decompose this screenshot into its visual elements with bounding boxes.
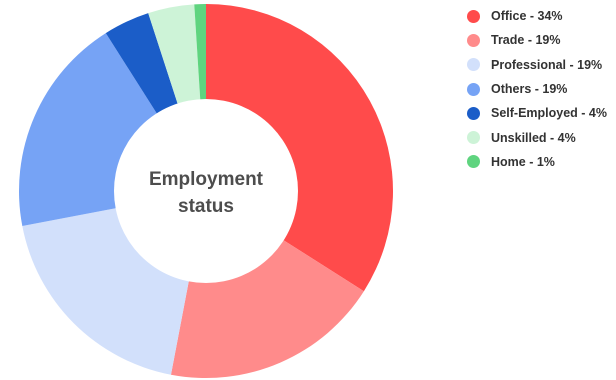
legend-item-0: Office - 34% (467, 4, 607, 28)
legend-swatch (467, 9, 480, 23)
center-label-line-1: Employment (149, 169, 264, 190)
legend-item-6: Home - 1% (467, 150, 607, 174)
legend-label: Others - 19% (491, 82, 568, 97)
legend-item-2: Professional - 19% (467, 53, 607, 77)
legend-label: Self-Employed - 4% (491, 106, 607, 121)
legend-swatch (467, 155, 480, 169)
legend-swatch (467, 106, 480, 120)
legend-label: Professional - 19% (491, 57, 603, 72)
legend-label: Office - 34% (491, 9, 563, 24)
legend-swatch (467, 82, 480, 96)
legend-item-3: Others - 19% (467, 77, 607, 101)
legend-label: Trade - 19% (491, 33, 561, 48)
legend-item-4: Self-Employed - 4% (467, 101, 607, 125)
legend-label: Home - 1% (491, 154, 555, 169)
center-label-line-2: status (178, 196, 234, 217)
legend-item-1: Trade - 19% (467, 28, 607, 52)
legend-swatch (467, 33, 480, 47)
legend-label: Unskilled - 4% (491, 130, 576, 145)
donut-hole (114, 99, 298, 283)
legend-swatch (467, 131, 480, 145)
chart-legend: Office - 34% Trade - 19% Professional - 19… (467, 4, 607, 174)
legend-swatch (467, 58, 480, 72)
legend-item-5: Unskilled - 4% (467, 125, 607, 149)
